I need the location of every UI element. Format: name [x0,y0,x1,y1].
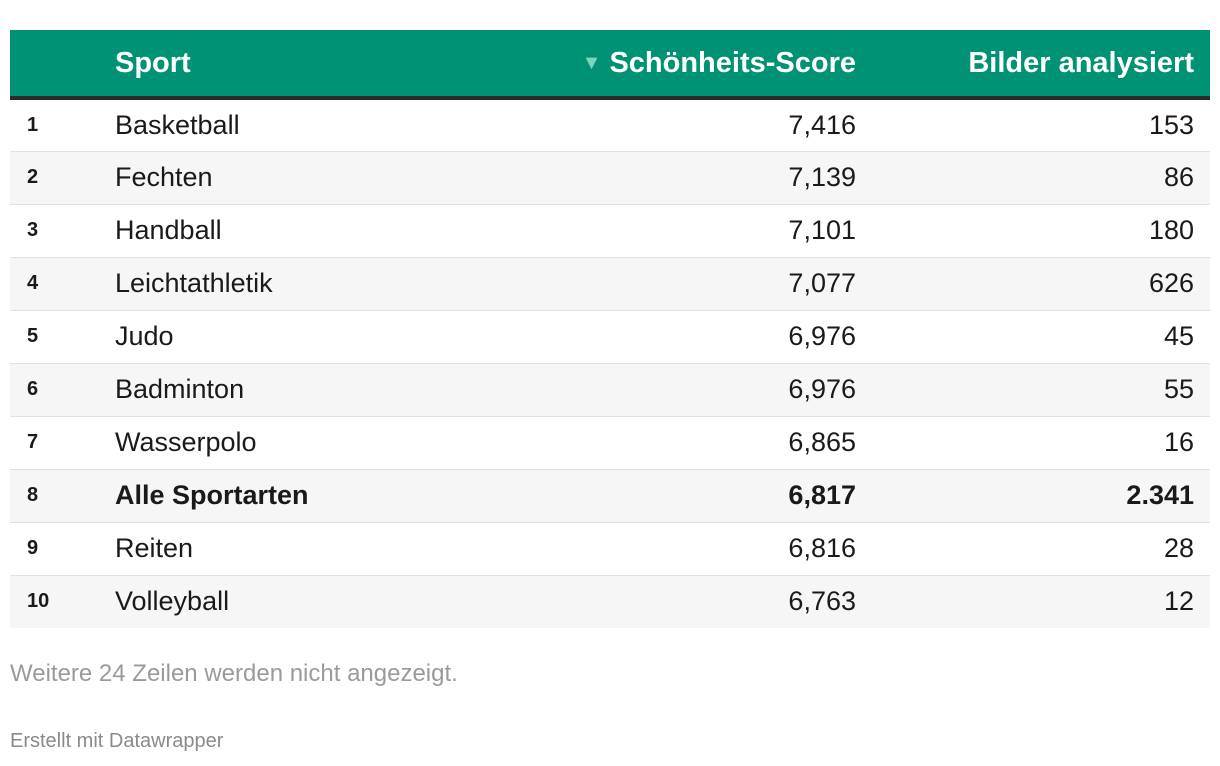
header-sport-label: Sport [115,46,191,79]
header-score-label: Schönheits-Score [609,46,856,79]
rank-cell: 9 [27,537,39,559]
table-row: 8 Alle Sportarten 6,817 2.341 [10,469,1210,522]
count-cell: 45 [1163,321,1194,351]
header-score[interactable]: ▼ Schönheits-Score [475,30,856,100]
count-cell: 55 [1163,374,1194,404]
score-cell: 6,763 [788,586,856,617]
rank-cell: 1 [27,113,39,136]
count-cell: 2.341 [1126,480,1194,510]
rank-cell: 4 [27,272,39,294]
score-cell: 6,865 [788,427,856,457]
sort-descending-icon: ▼ [581,51,602,74]
header-count[interactable]: Bilder analysiert [856,30,1210,100]
score-cell: 7,416 [788,109,856,140]
score-cell: 7,101 [788,215,856,245]
score-cell: 6,976 [788,321,856,351]
sport-cell: Basketball [115,109,240,140]
datawrapper-credit: Erstellt mit Datawrapper [10,730,224,752]
count-cell: 180 [1148,215,1194,245]
score-cell: 7,139 [788,162,856,192]
sport-cell: Alle Sportarten [115,480,309,510]
rank-cell: 3 [27,219,39,241]
table-header: Sport ▼ Schönheits-Score Bilder analysier… [10,30,1210,100]
hidden-rows-note: Weitere 24 Zeilen werden nicht angezeigt… [10,660,458,687]
table-row: 10 Volleyball 6,763 12 [10,575,1210,628]
score-cell: 6,817 [788,480,856,510]
data-table: Sport ▼ Schönheits-Score Bilder analysier… [10,30,1210,628]
count-cell: 86 [1163,162,1194,192]
score-cell: 6,976 [788,374,856,404]
rank-cell: 5 [27,325,39,347]
data-table-container: Sport ▼ Schönheits-Score Bilder analysier… [10,30,1210,628]
table-row: 7 Wasserpolo 6,865 16 [10,416,1210,469]
sport-cell: Reiten [115,533,194,563]
header-sport[interactable]: Sport [105,30,475,100]
table-row: 2 Fechten 7,139 86 [10,151,1210,204]
sport-cell: Wasserpolo [115,427,257,457]
header-row: Sport ▼ Schönheits-Score Bilder analysier… [10,30,1210,100]
count-cell: 28 [1163,533,1194,563]
sport-cell: Badminton [115,374,245,404]
table-row: 6 Badminton 6,976 55 [10,363,1210,416]
header-rank [10,30,105,100]
table-body: 1 Basketball 7,416 153 2 Fechten 7,139 86 3 Handb… [10,98,1210,628]
table-row: 3 Handball 7,101 180 [10,204,1210,257]
table-row: 5 Judo 6,976 45 [10,310,1210,363]
sport-cell: Leichtathletik [115,268,273,298]
table-row: 9 Reiten 6,816 28 [10,522,1210,575]
rank-cell: 2 [27,166,39,188]
rank-cell: 7 [27,431,39,453]
sport-cell: Volleyball [115,586,230,617]
table-row: 4 Leichtathletik 7,077 626 [10,257,1210,310]
count-cell: 16 [1163,427,1194,457]
count-cell: 12 [1163,586,1194,617]
rank-cell: 6 [27,378,39,400]
sport-cell: Fechten [115,162,213,192]
count-cell: 153 [1148,109,1194,140]
count-cell: 626 [1148,268,1194,298]
score-cell: 7,077 [788,268,856,298]
table-row: 1 Basketball 7,416 153 [10,98,1210,151]
rank-cell: 8 [27,484,39,506]
score-cell: 6,816 [788,533,856,563]
rank-cell: 10 [27,590,50,613]
sport-cell: Judo [115,321,174,351]
header-count-label: Bilder analysiert [968,46,1194,79]
sport-cell: Handball [115,215,222,245]
